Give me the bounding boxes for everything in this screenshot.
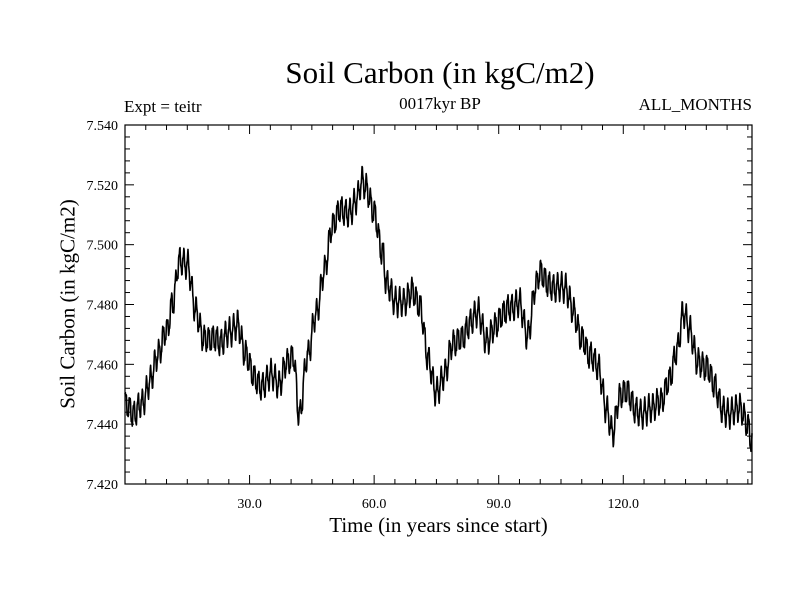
y-tick-label: 7.480 bbox=[87, 299, 119, 314]
y-tick-label: 7.500 bbox=[87, 239, 119, 254]
chart-subtitle: 0017kyr BP bbox=[399, 94, 481, 113]
axis-ticks bbox=[125, 124, 752, 485]
chart-title: Soil Carbon (in kgC/m2) bbox=[285, 55, 595, 90]
y-tick-label: 7.420 bbox=[87, 478, 119, 493]
experiment-label: Expt = teitr bbox=[124, 97, 202, 116]
x-tick-label: 120.0 bbox=[608, 497, 640, 512]
x-tick-label: 30.0 bbox=[237, 497, 262, 512]
tick-labels: 7.420 7.440 7.460 7.480 7.500 7.520 7.540 30.0 6… bbox=[87, 119, 640, 512]
x-tick-label: 90.0 bbox=[486, 497, 511, 512]
y-tick-label: 7.440 bbox=[87, 418, 119, 433]
months-label: ALL_MONTHS bbox=[638, 95, 752, 114]
y-tick-label: 7.520 bbox=[87, 179, 119, 194]
y-tick-label: 7.460 bbox=[87, 358, 119, 373]
plot-frame bbox=[124, 124, 753, 485]
series-line-soil-carbon bbox=[124, 165, 753, 453]
x-axis-label: Time (in years since start) bbox=[329, 513, 548, 537]
y-tick-label: 7.540 bbox=[87, 119, 119, 134]
x-tick-label: 60.0 bbox=[362, 497, 387, 512]
